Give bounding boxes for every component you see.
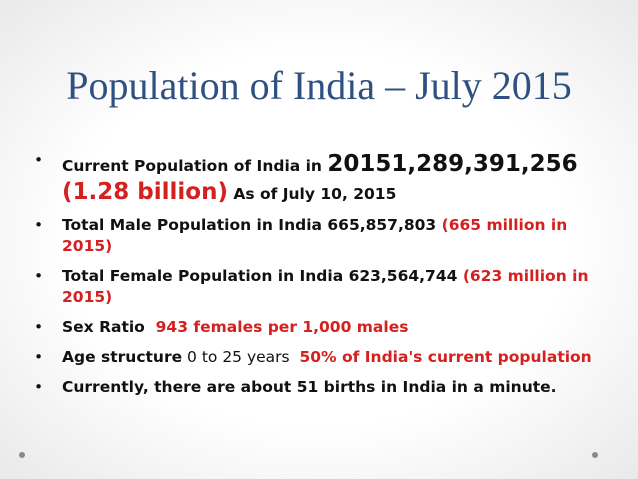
text-run: Total Female Population in India 623,564… — [62, 267, 463, 285]
slide-title: Population of India – July 2015 — [66, 63, 572, 108]
bullet: Total Male Population in India 665,857,8… — [30, 215, 605, 257]
text-run: Current Population of India in — [62, 157, 328, 175]
text-run: 943 females per 1,000 males — [155, 318, 409, 336]
bullet: Currently, there are about 51 births in … — [30, 377, 605, 398]
bullet: Current Population of India in 20151,289… — [30, 150, 605, 206]
bullet: Sex Ratio 943 females per 1,000 males — [30, 317, 605, 338]
decor-dot — [592, 452, 598, 458]
text-run: Sex Ratio — [62, 318, 156, 336]
text-run: 0 to 25 years — [182, 348, 300, 366]
decor-dot — [19, 452, 25, 458]
bullet: Age structure 0 to 25 years 50% of India… — [30, 347, 605, 368]
text-run: As of July 10, 2015 — [227, 185, 397, 203]
bullet-list: Current Population of India in 20151,289… — [30, 150, 605, 407]
text-run: 20151,289,391,256 — [327, 151, 578, 177]
text-run: 50% of India's current population — [299, 348, 592, 366]
text-run: (623 million in 2015) — [62, 267, 589, 306]
bullet: Total Female Population in India 623,564… — [30, 266, 605, 308]
text-run: Total Male Population in India 665,857,8… — [62, 216, 442, 234]
text-run: Age structure — [62, 348, 183, 366]
text-run: Currently, there are about 51 births in … — [62, 378, 557, 396]
text-run: (1.28 billion) — [62, 179, 228, 205]
text-run: (665 million in 2015) — [62, 216, 568, 255]
